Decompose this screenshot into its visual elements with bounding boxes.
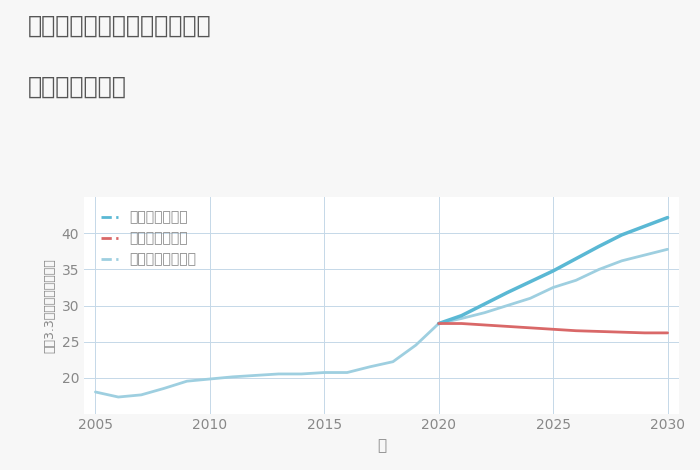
- Y-axis label: 坪（3.3㎡）単価（万円）: 坪（3.3㎡）単価（万円）: [43, 258, 56, 353]
- X-axis label: 年: 年: [377, 438, 386, 453]
- Text: 福岡県筑紫野市美しが丘北の: 福岡県筑紫野市美しが丘北の: [28, 14, 211, 38]
- Text: 土地の価格推移: 土地の価格推移: [28, 75, 127, 99]
- Legend: グッドシナリオ, バッドシナリオ, ノーマルシナリオ: グッドシナリオ, バッドシナリオ, ノーマルシナリオ: [97, 206, 200, 271]
